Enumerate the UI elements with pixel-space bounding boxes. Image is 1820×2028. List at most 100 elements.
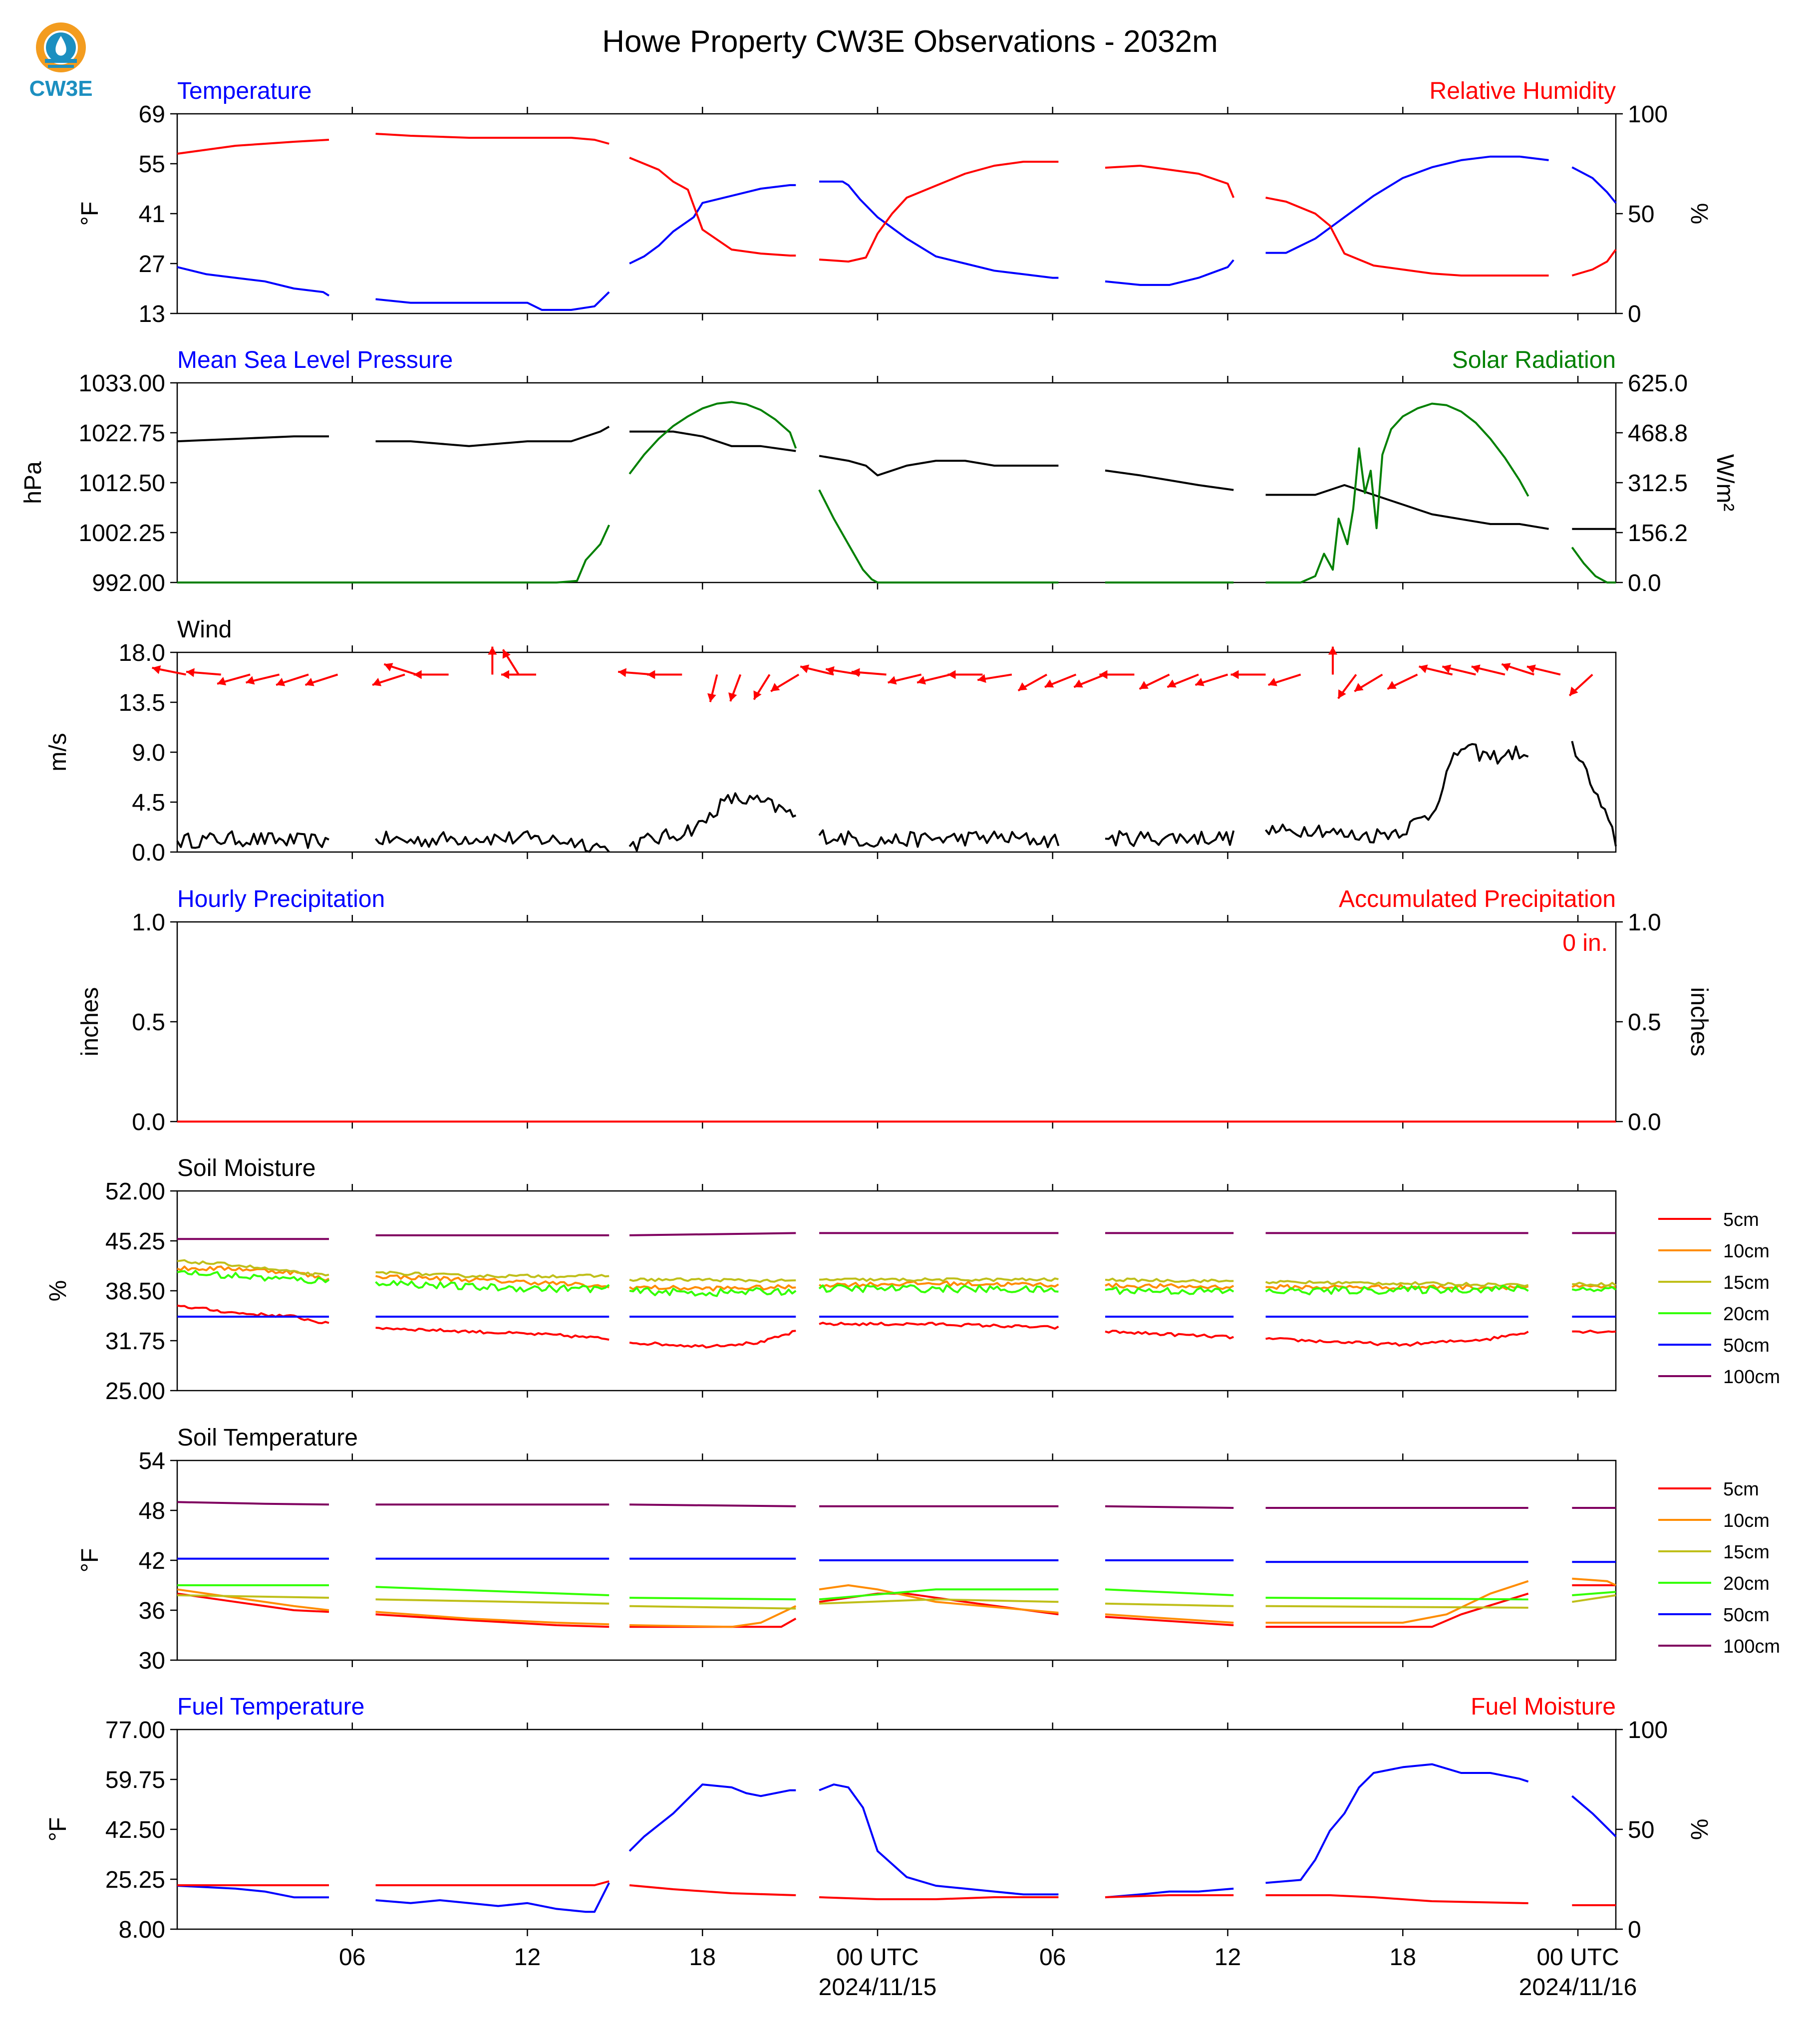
x-date-label: 2024/11/15 xyxy=(819,1974,937,2001)
panel-fuel: 06 12 18 00 UTC 2024/11/15 06 12 18 00 UTC 2024/1… xyxy=(45,1694,1712,2001)
legend-label: 10cm xyxy=(1723,1510,1770,1531)
y-tick-label: 992.00 xyxy=(92,570,165,596)
st15-line xyxy=(1265,1605,1528,1609)
wind-arrowhead xyxy=(728,692,737,702)
sm20-line xyxy=(177,1270,330,1284)
water-drop-icon xyxy=(55,36,66,56)
y-tick-label: 8.00 xyxy=(119,1917,165,1943)
wind-arrowhead xyxy=(707,693,716,702)
wind-arrowhead xyxy=(1569,686,1578,696)
sm15-line xyxy=(375,1270,609,1279)
wind-arrowhead xyxy=(1230,670,1239,679)
speed-line xyxy=(628,792,797,852)
x-tick-label: 00 UTC xyxy=(1536,1944,1619,1971)
legend-label: 100cm xyxy=(1723,1367,1780,1388)
rh-line xyxy=(375,133,609,145)
y-tick-label: 77.00 xyxy=(105,1717,165,1743)
sm10-line xyxy=(1105,1282,1234,1290)
y-tick-label: 13.5 xyxy=(119,690,165,716)
y-tick-label: 48 xyxy=(139,1498,165,1524)
sm20-line xyxy=(818,1284,1059,1294)
y-tick-label: 1022.75 xyxy=(78,420,165,447)
wind-arrowhead xyxy=(1442,664,1452,673)
legend-label: 15cm xyxy=(1723,1272,1770,1293)
legend-label: 50cm xyxy=(1723,1335,1770,1356)
y-tick-label-right: 100 xyxy=(1628,101,1668,128)
y-tick-label-right: 50 xyxy=(1628,201,1654,228)
y-tick-label: 42 xyxy=(139,1548,165,1574)
st20-line xyxy=(1572,1591,1616,1596)
sm100-line xyxy=(629,1232,796,1236)
y-tick-label-right: 0 xyxy=(1628,1917,1641,1943)
wind-arrowhead xyxy=(1195,677,1205,686)
panel-title-right: Solar Radiation xyxy=(1452,347,1616,373)
wind-arrowhead xyxy=(1471,664,1481,673)
wind-arrowhead xyxy=(1139,681,1149,689)
x-tick-label: 00 UTC xyxy=(836,1944,918,1971)
wind-arrowhead xyxy=(1526,664,1536,673)
y-tick-label: 30 xyxy=(139,1648,165,1674)
fuel_temp-line xyxy=(177,1885,329,1899)
wind-arrowhead xyxy=(1419,664,1428,673)
panels: 13 27 41 55 69 0 50 100 °F % Temperature Relative H… xyxy=(20,78,1780,2001)
st5-line xyxy=(375,1613,609,1628)
mslp-line xyxy=(375,426,610,447)
legend-label: 5cm xyxy=(1723,1479,1759,1500)
fuel_moist-line xyxy=(819,1896,1059,1900)
panel-title-left: Temperature xyxy=(177,78,311,104)
panel-title-right: Relative Humidity xyxy=(1430,78,1616,104)
fuel_moist-line xyxy=(375,1880,609,1886)
precip-total-annotation: 0 in. xyxy=(1562,930,1608,956)
x-tick-label: 06 xyxy=(1039,1944,1066,1971)
solar-line xyxy=(818,489,1059,583)
sm10-line xyxy=(375,1274,609,1289)
st10-line xyxy=(1265,1580,1529,1624)
y-tick-label-right: 0.0 xyxy=(1628,570,1661,596)
plot-frame xyxy=(176,1729,1617,1930)
y-tick-label: 52.00 xyxy=(105,1178,165,1205)
fuel_temp-line xyxy=(1105,1887,1234,1899)
legend-label: 5cm xyxy=(1723,1209,1759,1230)
sm20-line xyxy=(1265,1284,1529,1296)
sm10-line xyxy=(819,1280,1059,1288)
st15-line xyxy=(819,1598,1059,1605)
y-tick-label: 4.5 xyxy=(132,790,165,816)
sm5-line xyxy=(819,1321,1059,1330)
logo-wave-1 xyxy=(45,59,77,63)
y-tick-label-right: 0.5 xyxy=(1628,1009,1661,1036)
wind-arrowhead xyxy=(800,664,810,673)
y-tick-label: 25.25 xyxy=(105,1867,165,1893)
sm5-line xyxy=(1105,1330,1234,1340)
y-tick-label-right: 625.0 xyxy=(1628,370,1688,397)
wind-arrowhead xyxy=(647,670,655,679)
y-axis-label-right: % xyxy=(1686,1819,1712,1840)
y-tick-label: 59.75 xyxy=(105,1767,165,1793)
wind-arrowhead xyxy=(488,646,497,655)
st20-line xyxy=(629,1597,796,1601)
fuel_moist-line xyxy=(629,1884,796,1896)
x-tick-label: 18 xyxy=(689,1944,716,1971)
y-axis-label-right: inches xyxy=(1686,987,1712,1057)
panel-title-left: Mean Sea Level Pressure xyxy=(177,347,453,373)
y-tick-label-right: 312.5 xyxy=(1628,470,1688,497)
sm10-line xyxy=(629,1284,796,1292)
st5-line xyxy=(1105,1616,1234,1626)
panel-temperature: 13 27 41 55 69 0 50 100 °F % Temperature Relative H… xyxy=(77,78,1712,327)
st10-line xyxy=(375,1611,609,1626)
speed-line xyxy=(374,830,610,853)
temp-line xyxy=(375,291,610,311)
y-axis-label: inches xyxy=(77,987,103,1057)
sm20-line xyxy=(629,1287,797,1297)
legend-label: 100cm xyxy=(1723,1636,1780,1657)
wind-arrowhead xyxy=(1338,689,1346,699)
y-tick-label: 9.0 xyxy=(132,740,165,766)
sm5-line xyxy=(375,1327,609,1341)
st100-line xyxy=(629,1503,796,1507)
y-tick-label-right: 0 xyxy=(1628,301,1641,327)
y-tick-label: 55 xyxy=(139,151,165,178)
wind-arrowhead xyxy=(246,676,255,685)
fuel_temp-line xyxy=(1571,1795,1617,1837)
y-tick-label-right: 0.0 xyxy=(1628,1109,1661,1136)
sm15-line xyxy=(629,1277,796,1283)
st15-line xyxy=(629,1605,796,1610)
